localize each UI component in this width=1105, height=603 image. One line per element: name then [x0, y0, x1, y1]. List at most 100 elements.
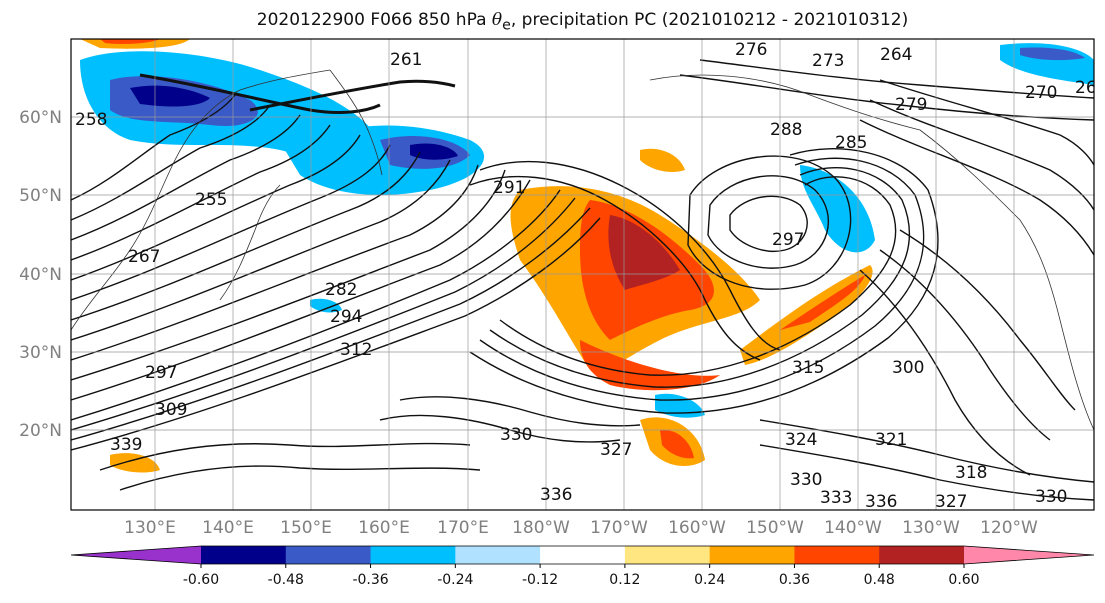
contour-label: 285 — [835, 133, 867, 153]
colorbar-tick-label: 0.24 — [694, 572, 725, 588]
colorbar-segment — [285, 546, 372, 564]
contour-line — [489, 167, 911, 388]
colorbar-tick-label: 0.60 — [948, 572, 979, 588]
contour-line — [71, 169, 506, 381]
colorbar-tick-label: -0.12 — [522, 572, 558, 588]
contour-label: 291 — [493, 178, 525, 198]
contour-label: 297 — [145, 363, 177, 383]
contour-line — [469, 175, 761, 361]
contour-line — [859, 119, 1094, 256]
colorbar-segment — [794, 546, 880, 564]
contour-label: 273 — [812, 51, 844, 71]
contour-label: 267 — [128, 247, 160, 267]
colorbar-segments — [70, 545, 1095, 565]
contour-line — [71, 134, 361, 281]
coastlines — [71, 69, 1094, 431]
contour-line — [499, 176, 897, 376]
precipitation-shading — [80, 39, 1094, 473]
contour-line — [71, 179, 531, 401]
colorbar-ticks: -0.60 -0.48 -0.36 -0.24 -0.12 0.12 0.24 0.36 0.4… — [183, 564, 980, 588]
contour-line — [469, 148, 939, 414]
contour-line — [71, 114, 301, 241]
contour-label: 327 — [600, 440, 632, 460]
lon-label: 160°E — [358, 518, 410, 538]
coastline-japan — [219, 184, 281, 301]
contour-line — [899, 229, 1076, 411]
lat-label-50n: 50°N — [19, 186, 62, 206]
contour-label: 336 — [540, 485, 572, 505]
contour-line — [399, 396, 641, 427]
contour-labels: 276 273 264 270 26 279 285 288 291 297 2… — [75, 40, 1094, 512]
contour-label: 324 — [785, 430, 817, 450]
contour-label: 270 — [1025, 83, 1057, 103]
contour-line — [71, 94, 236, 201]
coastline-kamchatka — [329, 69, 383, 176]
contour-line — [759, 444, 1094, 501]
longitude-labels: 130°E 140°E 150°E 160°E 170°E 180°W 170°… — [124, 518, 1038, 538]
contour-line — [71, 159, 451, 341]
chart-title: 2020122900 F066 850 hPa θe, precipitatio… — [256, 10, 909, 34]
contour-line — [699, 59, 1094, 99]
contour-label: 309 — [155, 400, 187, 420]
contour-line — [879, 79, 1094, 166]
colorbar-tick-label: 0.36 — [779, 572, 810, 588]
contour-label: 255 — [195, 190, 227, 210]
coastline-asia — [71, 69, 331, 331]
contour-line — [71, 164, 479, 361]
contour-jet-core-2 — [249, 79, 456, 112]
shading-cold-front-tail — [580, 340, 720, 391]
contour-label: 276 — [735, 40, 767, 60]
contour-label: 318 — [955, 463, 987, 483]
shading-kuril-strong — [410, 143, 458, 160]
contour-line — [859, 269, 1031, 476]
colorbar-segment — [540, 546, 626, 564]
colorbar-segment — [879, 546, 965, 564]
contour-label: 282 — [325, 280, 357, 300]
contour-label: 258 — [75, 110, 107, 130]
contour-label: 330 — [1035, 487, 1067, 507]
colorbar-tick-label: -0.36 — [352, 572, 388, 588]
shading-gulf-alaska — [800, 165, 875, 253]
colorbar-segment — [370, 546, 456, 564]
contour-label: 339 — [110, 435, 142, 455]
contour-line — [729, 195, 808, 252]
lon-label: 170°W — [590, 518, 648, 538]
lon-label: 130°E — [124, 518, 176, 538]
colorbar-segment — [71, 546, 201, 564]
contour-line — [71, 217, 601, 451]
latitude-labels: 60°N 50°N 40°N 30°N 20°N — [19, 108, 62, 441]
contour-label: 333 — [820, 488, 852, 508]
coastline-alaska — [649, 74, 921, 131]
lon-label: 140°E — [202, 518, 254, 538]
contour-label: 327 — [935, 492, 967, 512]
contour-line — [707, 175, 830, 269]
contour-line — [479, 160, 781, 351]
lat-label-60n: 60°N — [19, 108, 62, 128]
contour-label: 312 — [340, 340, 372, 360]
colorbar-tick-label: 0.12 — [609, 572, 640, 588]
shading-ne-frontal-core — [780, 275, 865, 330]
contour-label: 330 — [500, 425, 532, 445]
shading-subtropical-warm-core — [660, 429, 694, 459]
lat-label-20n: 20°N — [19, 421, 62, 441]
contour-label: 279 — [895, 95, 927, 115]
contour-line — [479, 157, 925, 401]
contour-line — [759, 419, 1094, 483]
colorbar-tick-label: -0.48 — [268, 572, 304, 588]
colorbar-tick-label: 0.48 — [864, 572, 895, 588]
shading-cold-nw-strong — [130, 85, 210, 107]
lat-label-30n: 30°N — [19, 343, 62, 363]
contour-label: 315 — [792, 358, 824, 378]
contour-label: 294 — [330, 307, 362, 327]
contour-label: 300 — [892, 358, 924, 378]
contour-line — [71, 104, 271, 221]
contour-label: 261 — [390, 50, 422, 70]
contour-line — [71, 124, 331, 261]
lon-label: 170°E — [437, 518, 489, 538]
contour-line — [71, 151, 421, 321]
lon-label: 140°W — [824, 518, 882, 538]
contour-label: 264 — [880, 45, 912, 65]
contour-label: 321 — [875, 430, 907, 450]
